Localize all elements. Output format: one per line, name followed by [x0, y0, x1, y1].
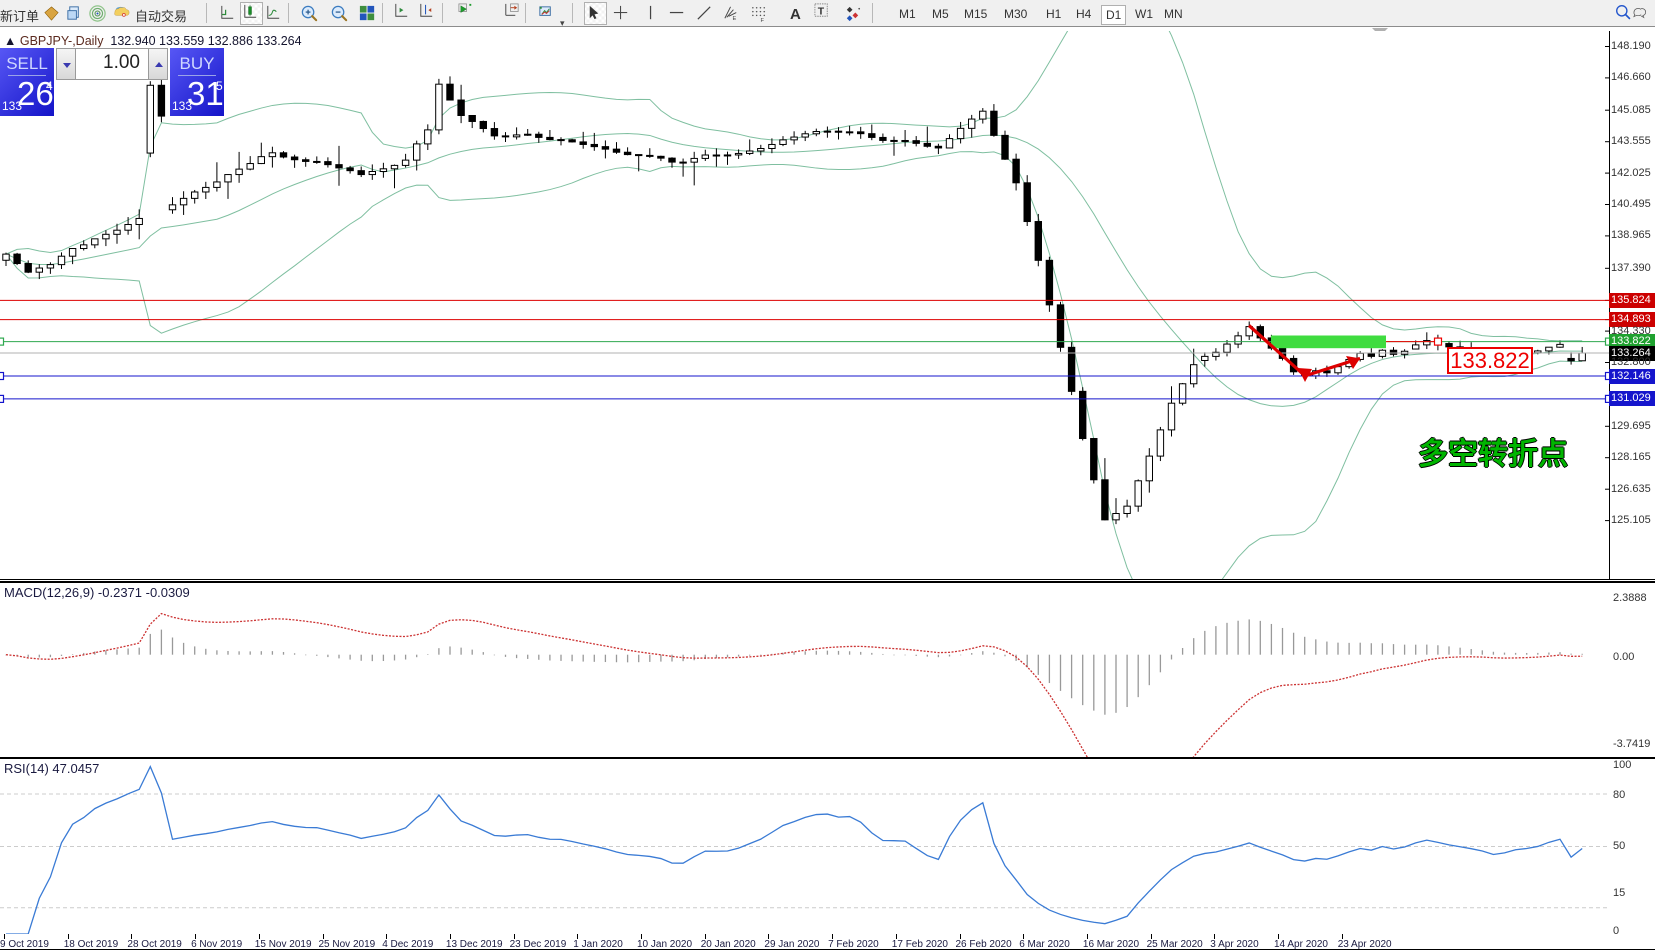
- svg-text:F: F: [760, 18, 764, 23]
- svg-text:E: E: [732, 16, 736, 22]
- svg-text:T: T: [818, 6, 825, 17]
